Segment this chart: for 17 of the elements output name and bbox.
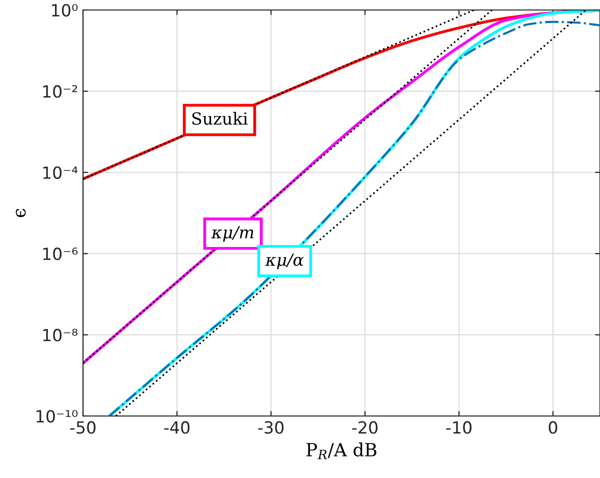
y-tick-label: 10⁻⁴ [43,166,78,179]
x-tick-label: -30 [258,421,284,434]
series-label: κμ/α [265,254,304,270]
x-tick-label: -50 [70,421,96,434]
series-label: Suzuki [192,112,248,125]
y-tick-label: 10⁻⁶ [43,248,78,260]
x-tick-label: -40 [164,421,190,434]
y-tick-label: 10⁻² [43,85,78,98]
x-tick-label: -20 [352,421,378,434]
y-tick-label: 10⁻⁸ [43,328,78,342]
y-tick-label: 10⁰ [52,4,78,17]
y-axis-title: ϵ [16,208,26,218]
x-axis-title: P$_{R}$/A dB [306,442,376,460]
x-tick-label: 0 [548,421,558,434]
x-tick-label: -10 [446,421,472,434]
y-tick-label: 10⁻¹⁰ [36,410,78,423]
series-label: κμ/m [211,226,254,242]
